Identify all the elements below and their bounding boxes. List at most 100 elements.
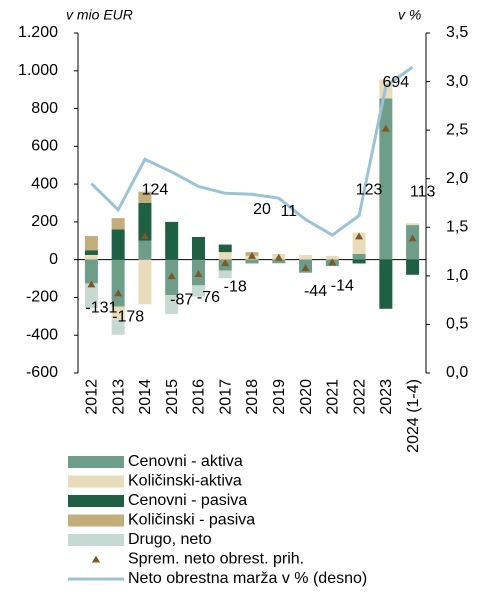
bar-segment [111,229,125,260]
bar-segment [191,285,205,297]
x-tick-label: 2024 (1-4) [405,379,422,453]
legend-label: Drugo, neto [128,531,212,548]
marker [355,232,364,240]
legend-swatch [68,456,124,468]
x-tick-label: 2020 [298,379,315,415]
x-tick-label: 2014 [137,379,154,415]
bar-segment [406,223,420,226]
y2-tick-label: 0,5 [446,316,468,333]
bar-segment [84,254,98,260]
y-tick-label: -400 [26,326,58,343]
marker [248,251,256,259]
x-tick-label: 2019 [271,379,288,415]
bar-segment [218,270,232,279]
bar-segment [138,191,152,203]
marker [140,232,149,240]
legend-swatch [68,534,124,546]
marker [328,258,337,266]
data-label: -131 [85,300,117,317]
y-tick-label: 0 [49,251,58,268]
data-label: -18 [224,278,247,295]
x-tick-label: 2016 [191,379,208,415]
data-label: -178 [112,309,144,326]
y-tick-label: -600 [26,364,58,381]
x-tick-label: 2021 [325,379,342,415]
bar-segment [352,232,366,254]
marker [194,270,203,278]
y-tick-label: 1.200 [18,24,58,41]
bar-segment [111,218,125,230]
legend-marker [92,555,100,563]
data-label: 123 [356,182,383,199]
bar-segment [218,244,232,253]
marker [274,253,283,261]
x-tick-label: 2018 [244,379,261,415]
legend-label: Sprem. neto obrest. prih. [128,551,304,568]
data-label: -44 [304,283,327,300]
bar-segment [325,255,339,260]
bar-segment [406,225,420,260]
marker [87,280,96,288]
y2-tick-label: 1,0 [446,267,468,284]
bar-segment [111,319,125,335]
bar-segment [84,259,98,284]
bar-segment [299,254,313,260]
bar-segment [84,236,98,251]
legend-label: Cenovni - aktiva [128,453,243,470]
bar-segment [138,259,152,305]
bar-segment [218,252,232,260]
bar-segment [165,221,179,260]
x-tick-label: 2022 [351,379,368,415]
marker [167,272,176,280]
y2-tick-label: 3,0 [446,73,468,90]
legend-label: Količinski-aktiva [128,473,242,490]
x-tick-label: 2017 [217,379,234,415]
x-tick-label: 2015 [164,379,181,415]
bar-segment [406,259,420,275]
bar-segment [84,283,98,309]
line [90,65,414,237]
bar-segment [352,259,366,264]
marker [114,289,123,297]
x-tick-label: 2023 [378,379,395,415]
data-label: 113 [410,184,436,201]
marker [408,234,417,242]
bar-segment [138,203,152,241]
data-label: 694 [382,74,409,91]
legend-label: Cenovni - pasiva [128,492,247,509]
y-tick-label: 800 [31,100,58,117]
y-axis-label: v mio EUR [66,7,133,23]
legend-swatch [68,475,124,488]
bar-segment [379,98,393,260]
bar-segment [272,259,286,264]
bar-segment [111,259,125,307]
data-label: 20 [253,201,271,218]
bar-segment [352,254,366,260]
data-label: -87 [170,291,193,308]
data-label: 124 [142,181,169,198]
bar-segment [165,294,179,314]
x-tick-label: 2013 [110,379,127,415]
y2-tick-label: 0,0 [446,364,468,381]
bar-segment [245,259,259,264]
data-label: 11 [280,203,297,220]
y-tick-label: 200 [31,213,58,230]
data-label: -14 [331,278,354,295]
y-tick-label: 600 [31,138,58,155]
y-tick-label: 1.000 [18,62,58,79]
bar-segment [84,250,98,255]
y2-tick-label: 3,5 [446,24,468,41]
bar-segment [111,306,125,320]
y2-tick-label: 2,0 [446,170,468,187]
x-tick-label: 2012 [84,379,101,415]
y2-tick-label: 1,5 [446,219,468,236]
y-tick-label: 400 [31,175,58,192]
marker [301,263,310,271]
y2-axis-label: v % [398,7,421,23]
y2-tick-label: 2,5 [446,121,468,138]
legend-label: Neto obrestna marža v % (desno) [128,570,367,587]
bar-segment [191,237,205,260]
legend-swatch [68,495,124,507]
legend-label: Količinski - pasiva [128,512,255,529]
